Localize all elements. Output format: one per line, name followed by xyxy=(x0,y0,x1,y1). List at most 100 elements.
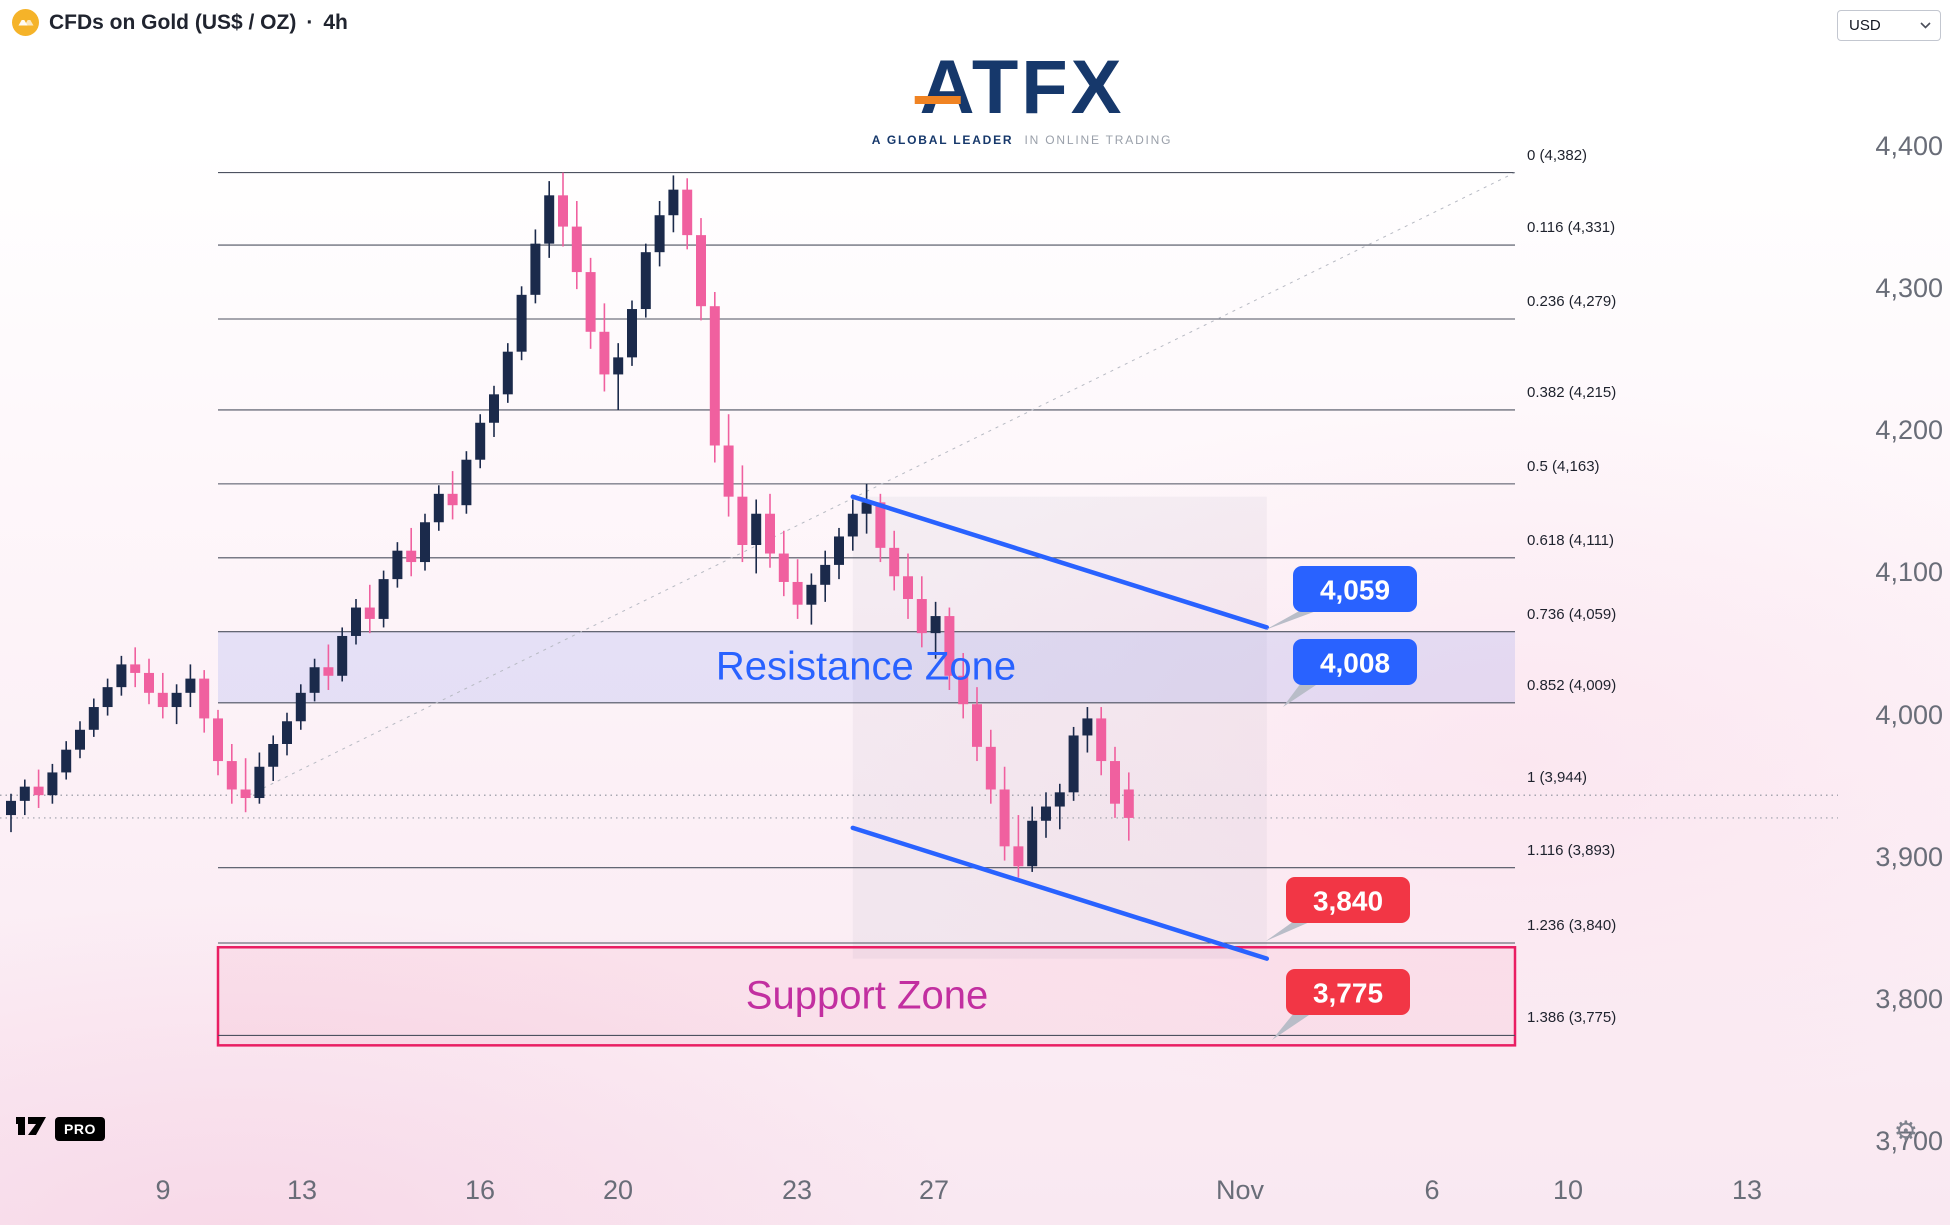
tradingview-logo[interactable]: PRO xyxy=(14,1112,105,1145)
candle-body xyxy=(516,294,527,352)
callout-tail xyxy=(1265,610,1319,630)
upper-trendline[interactable] xyxy=(850,494,1270,630)
candles-layer xyxy=(6,172,1134,878)
callout-price-text: 3,840 xyxy=(1313,886,1383,917)
callout-box xyxy=(1293,639,1417,685)
candle-body xyxy=(1110,761,1120,804)
candle-body xyxy=(530,243,541,295)
candle-body xyxy=(544,195,555,244)
candle-body xyxy=(613,357,624,375)
resistance-zone-label[interactable]: Resistance Zone xyxy=(715,644,1017,689)
candle-body xyxy=(1027,820,1038,867)
candle-body xyxy=(130,664,141,673)
tagline-light: IN ONLINE TRADING xyxy=(1024,133,1173,147)
timeframe-label[interactable]: 4h xyxy=(323,10,348,34)
candle-body xyxy=(1068,735,1079,793)
candle-body xyxy=(461,459,472,506)
candle-body xyxy=(199,678,210,719)
candle-body xyxy=(351,607,361,636)
candle-body xyxy=(751,513,762,545)
price-callout[interactable]: 4,008 xyxy=(1283,639,1417,707)
candle-body xyxy=(282,721,292,744)
candle-body xyxy=(765,513,775,554)
candle-body xyxy=(709,306,720,446)
chevron-down-icon xyxy=(1920,22,1931,29)
callout-box xyxy=(1286,969,1410,1015)
symbol-title[interactable]: CFDs on Gold (US$ / OZ) xyxy=(49,10,297,34)
candle-body xyxy=(640,252,651,310)
candle-body xyxy=(585,272,596,332)
candle-body xyxy=(571,226,582,273)
candle-body xyxy=(392,550,403,580)
candle-body xyxy=(88,707,99,730)
currency-select[interactable]: USD xyxy=(1837,10,1941,41)
tradingview-mark-icon xyxy=(14,1112,48,1145)
symbol-separator: · xyxy=(306,10,314,34)
candle-body xyxy=(337,635,348,676)
candle-body xyxy=(295,692,306,722)
candle-body xyxy=(475,422,486,460)
candle-body xyxy=(378,579,389,619)
symbol-header: CFDs on Gold (US$ / OZ) · 4h xyxy=(12,9,348,36)
candle-body xyxy=(696,235,706,307)
candle-body xyxy=(102,687,113,708)
candle-body xyxy=(1013,846,1024,867)
candle-body xyxy=(75,729,85,750)
candle-body xyxy=(847,513,858,537)
lower-trendline[interactable] xyxy=(850,825,1270,961)
callout-box xyxy=(1293,566,1417,612)
candle-body xyxy=(6,800,16,816)
candle-body xyxy=(420,522,430,563)
tagline-strong: A GLOBAL LEADER xyxy=(871,133,1014,147)
candle-body xyxy=(958,675,969,705)
candle-body xyxy=(433,493,444,523)
candle-body xyxy=(654,215,665,253)
fib-trend-baseline[interactable] xyxy=(248,172,1516,796)
currency-value: USD xyxy=(1849,17,1881,34)
candle-body xyxy=(489,394,499,423)
candle-body xyxy=(737,496,748,545)
price-callout[interactable]: 3,840 xyxy=(1266,877,1410,941)
candle-body xyxy=(861,502,872,514)
candle-body xyxy=(820,564,831,585)
candle-body xyxy=(875,502,886,548)
candle-body xyxy=(985,746,996,790)
candle-body xyxy=(1123,789,1134,818)
candle-body xyxy=(930,616,941,634)
candle-body xyxy=(213,718,223,762)
callout-tail xyxy=(1266,921,1312,941)
pro-badge: PRO xyxy=(55,1116,105,1141)
candle-body xyxy=(116,664,127,688)
gold-symbol-icon[interactable] xyxy=(12,9,39,36)
candle-body xyxy=(903,576,913,600)
candle-body xyxy=(889,547,900,577)
atfx-wordmark: ATFX xyxy=(919,45,1125,130)
candle-body xyxy=(806,584,817,605)
atfx-tagline: A GLOBAL LEADER IN ONLINE TRADING xyxy=(872,133,1173,147)
price-callout[interactable]: 4,059 xyxy=(1265,566,1417,630)
candle-body xyxy=(778,553,789,582)
candle-body xyxy=(144,672,154,693)
candle-body xyxy=(447,493,458,506)
candle-body xyxy=(19,786,30,801)
candle-body xyxy=(157,692,168,708)
candle-body xyxy=(558,195,568,227)
callout-box xyxy=(1286,877,1410,923)
price-callout[interactable]: 3,775 xyxy=(1272,969,1410,1040)
candle-body xyxy=(668,189,679,216)
support-zone-label[interactable]: Support Zone xyxy=(745,973,989,1018)
candle-body xyxy=(972,704,982,747)
candle-body xyxy=(226,761,237,790)
candle-body xyxy=(1041,806,1051,821)
settings-gear-icon[interactable]: ⚙ xyxy=(1893,1116,1918,1146)
candle-body xyxy=(185,678,196,693)
callout-price-text: 3,775 xyxy=(1313,978,1383,1009)
candle-body xyxy=(792,581,803,605)
candle-body xyxy=(682,189,693,236)
candle-body xyxy=(723,445,734,497)
candle-body xyxy=(834,536,844,565)
candle-body xyxy=(406,550,417,563)
candle-body xyxy=(47,772,58,796)
